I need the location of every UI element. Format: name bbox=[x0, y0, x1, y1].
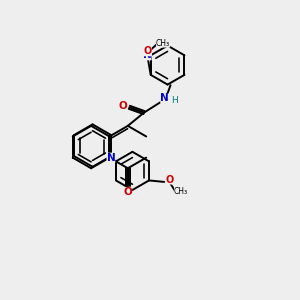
Text: N: N bbox=[143, 50, 152, 60]
Text: N: N bbox=[160, 94, 169, 103]
Text: O: O bbox=[124, 188, 132, 197]
Text: CH₃: CH₃ bbox=[174, 187, 188, 196]
Text: H: H bbox=[171, 96, 177, 105]
Text: O: O bbox=[144, 46, 152, 56]
Text: O: O bbox=[118, 101, 127, 111]
Text: CH₃: CH₃ bbox=[156, 38, 170, 47]
Text: N: N bbox=[106, 153, 115, 163]
Text: O: O bbox=[165, 175, 174, 184]
